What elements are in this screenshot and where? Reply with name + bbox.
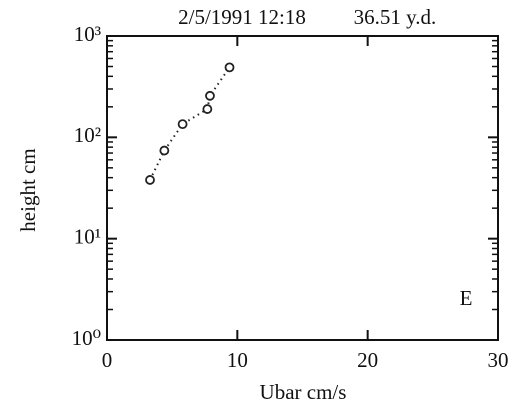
marker (145, 175, 155, 185)
x-tick-label: 30 (488, 348, 509, 372)
x-tick-label: 0 (102, 348, 113, 372)
marker (205, 90, 215, 101)
chart-subtitle: 36.51 y.d. (354, 5, 437, 29)
series-line (149, 66, 231, 181)
x-tick-label: 20 (357, 348, 378, 372)
y-axis-label: height cm (16, 148, 40, 231)
marker (202, 104, 213, 114)
marker (177, 119, 188, 130)
y-tick-label: 10³ (74, 22, 101, 46)
x-tick-label: 10 (227, 348, 248, 372)
chart-title: 2/5/1991 12:18 (178, 5, 306, 29)
y-tick-label: 10² (74, 123, 101, 147)
y-tick-label: 10⁰ (72, 326, 101, 350)
marker (159, 145, 170, 156)
plot-frame (106, 35, 499, 341)
marker (224, 62, 235, 73)
y-tick-label: 10¹ (74, 224, 101, 248)
x-axis-label: Ubar cm/s (260, 380, 347, 404)
annotation: E (460, 286, 473, 310)
